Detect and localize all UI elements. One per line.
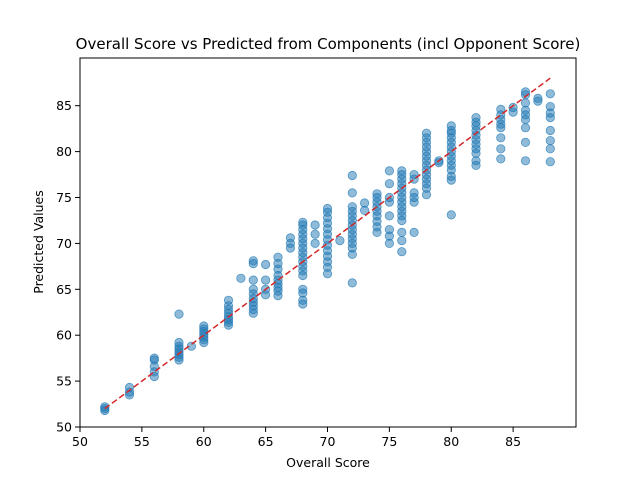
data-point [174,337,184,348]
data-point [520,123,531,133]
y-tick-label: 60 [56,328,72,343]
data-point [409,188,419,198]
data-point [260,259,271,270]
data-point [545,157,555,167]
data-point [471,113,481,123]
data-point [533,93,543,104]
data-point [496,144,506,154]
x-tick-label: 55 [134,434,150,449]
data-point [223,295,234,305]
data-point [496,133,506,143]
data-point [520,156,531,166]
x-tick-label: 65 [258,434,274,449]
data-point [545,89,555,99]
chart-title: Overall Score vs Predicted from Componen… [76,35,581,53]
x-tick-label: 60 [196,434,212,449]
data-point [397,166,407,176]
x-tick-label: 75 [381,434,397,449]
data-point [298,217,308,227]
data-point [310,238,320,248]
data-point [397,227,407,237]
x-axis-label: Overall Score [286,455,370,470]
data-point [347,202,357,212]
x-tick-label: 80 [443,434,459,449]
reference-line [104,77,551,410]
y-tick-label: 50 [56,420,72,435]
data-point [397,247,407,257]
y-axis: 50 55 60 65 70 75 80 85 [56,98,80,435]
data-point [520,137,531,147]
data-point [236,273,246,283]
y-tick-label: 85 [56,98,72,113]
x-tick-label: 85 [505,434,521,449]
data-point [545,144,555,154]
y-axis-label: Predicted Values [31,190,46,294]
data-point [248,256,258,266]
data-point [273,252,283,262]
points-layer [100,87,555,416]
data-point [384,211,394,221]
data-point [347,188,357,198]
data-point [310,229,320,239]
data-point [508,102,518,113]
data-point [545,136,555,146]
data-point [174,309,184,319]
data-point [520,98,531,108]
data-point [545,125,555,136]
data-point [446,121,456,131]
y-tick-label: 75 [56,190,72,205]
data-point [359,198,370,208]
data-point [310,220,320,230]
data-point [545,102,555,112]
data-point [199,321,209,331]
x-axis: 50 55 60 65 70 75 80 85 [72,427,521,449]
data-point [285,233,295,243]
y-tick-label: 55 [56,374,72,389]
data-point [322,203,333,214]
data-point [248,284,258,294]
data-point [384,166,394,176]
x-tick-label: 70 [320,434,336,449]
plot-area [79,57,577,428]
data-point [409,227,419,237]
data-point [372,189,382,199]
data-point [421,128,432,138]
data-point [335,236,345,246]
data-point [248,275,258,285]
y-tick-label: 70 [56,236,72,251]
data-point [384,179,394,189]
data-point [384,225,394,235]
y-tick-label: 65 [56,282,72,297]
data-point [186,341,196,351]
data-point [496,104,506,115]
data-point [149,353,159,363]
data-point [347,278,357,288]
data-point [397,236,407,246]
data-point [496,154,506,164]
y-tick-label: 80 [56,144,72,159]
data-point [260,275,271,285]
x-tick-label: 50 [72,434,88,449]
data-point [100,402,110,412]
data-point [347,170,357,181]
data-point [298,284,308,294]
data-point [446,210,456,220]
